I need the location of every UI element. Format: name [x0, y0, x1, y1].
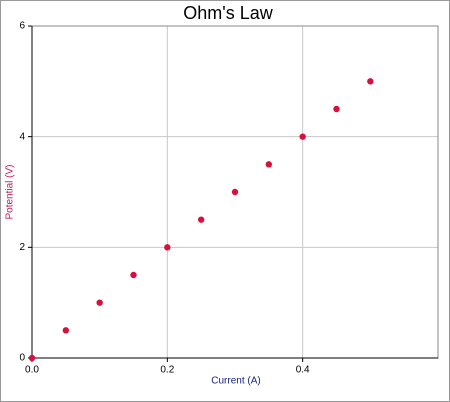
point	[197, 216, 205, 223]
chart-title: Ohm's Law	[183, 3, 273, 23]
y-tick-label: 0	[19, 353, 25, 364]
point	[299, 133, 306, 140]
x-axis-label: Current (A)	[211, 376, 260, 387]
x-tick-label: 0.4	[296, 365, 310, 376]
point	[164, 244, 171, 251]
y-tick-label: 4	[19, 131, 25, 142]
point	[62, 327, 70, 334]
point	[96, 299, 103, 306]
point	[265, 161, 273, 168]
y-tick-label: 6	[19, 21, 25, 32]
y-tick-label: 2	[19, 242, 25, 253]
x-tick-label: 0.0	[25, 365, 39, 376]
point	[231, 188, 239, 196]
point	[367, 78, 374, 85]
point	[130, 271, 137, 279]
y-axis-label: Potential (V)	[5, 164, 16, 219]
point	[333, 105, 340, 113]
x-tick-label: 0.2	[160, 365, 174, 376]
point	[28, 354, 36, 362]
